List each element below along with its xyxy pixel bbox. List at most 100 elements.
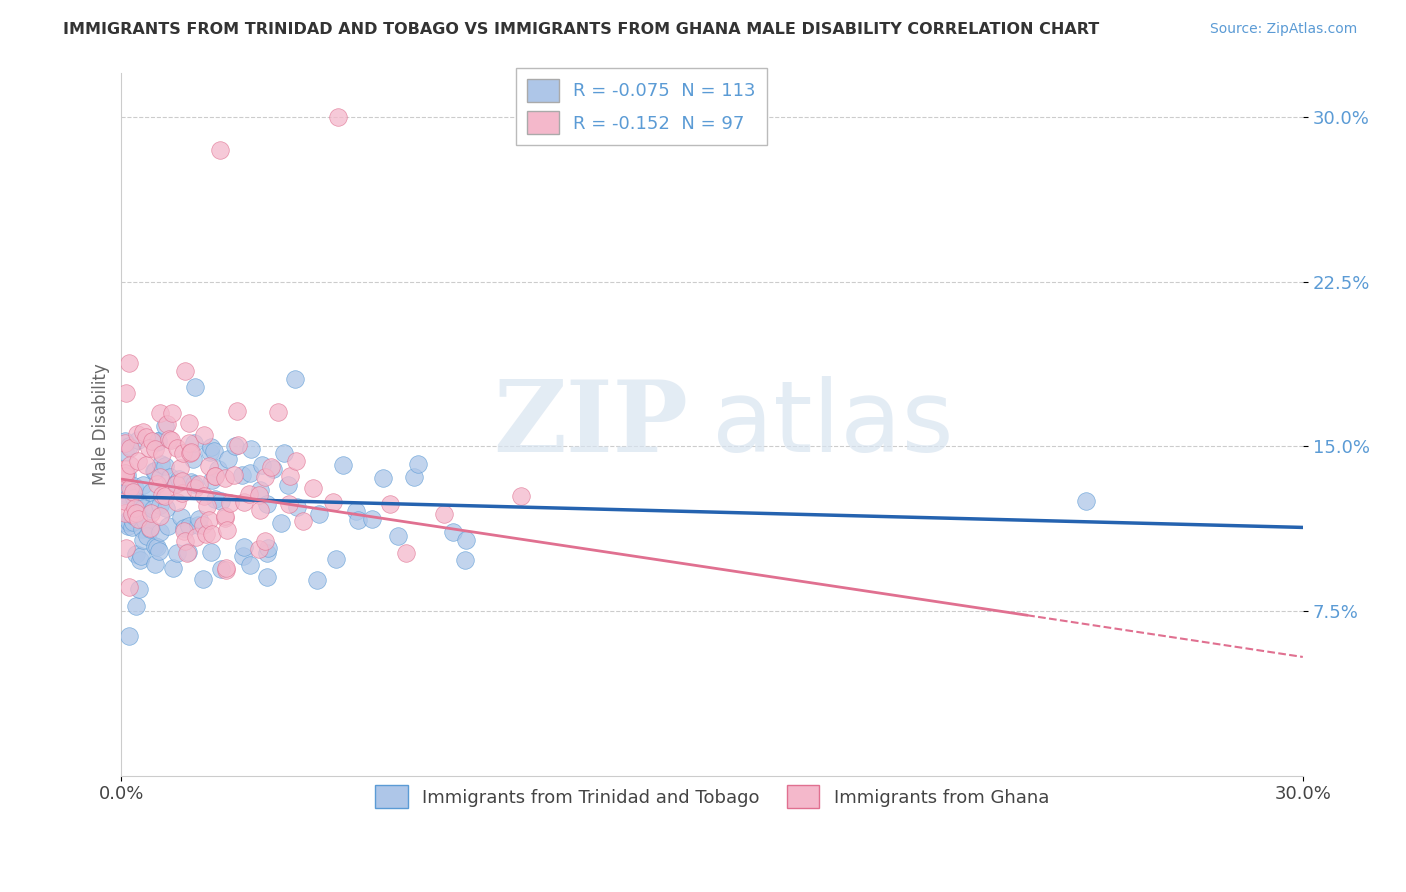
Point [122, 479, 145, 493]
Point [207, 462, 229, 476]
Point [131, 425, 153, 439]
Point [292, 515, 315, 529]
Point [149, 498, 172, 512]
Point [233, 494, 256, 508]
Point [395, 546, 418, 560]
Point [125, 506, 148, 520]
Point [181, 451, 204, 466]
Point [270, 516, 292, 530]
Point [114, 445, 136, 459]
Point [115, 492, 138, 507]
Point [226, 404, 249, 418]
Point [125, 427, 148, 442]
Point [114, 485, 136, 500]
Point [191, 572, 214, 586]
Point [149, 406, 172, 420]
Point [387, 529, 409, 543]
Point [172, 446, 194, 460]
Point [193, 490, 215, 504]
Point [132, 478, 155, 492]
Point [256, 570, 278, 584]
Point [361, 512, 384, 526]
Point [307, 573, 329, 587]
Point [204, 491, 226, 506]
Point [170, 509, 193, 524]
Point [114, 493, 136, 508]
Point [162, 561, 184, 575]
Point [157, 432, 180, 446]
Point [142, 501, 165, 516]
Point [139, 506, 162, 520]
Point [173, 524, 195, 538]
Point [121, 520, 143, 534]
Point [215, 524, 238, 538]
Point [120, 484, 142, 499]
Point [260, 460, 283, 475]
Point [224, 439, 246, 453]
Point [124, 500, 146, 515]
Point [256, 546, 278, 560]
Point [231, 467, 253, 482]
Point [165, 475, 187, 490]
Point [170, 474, 193, 488]
Point [179, 436, 201, 450]
Point [285, 454, 308, 468]
Point [267, 405, 290, 419]
Point [183, 481, 205, 495]
Point [195, 500, 218, 514]
Point [146, 434, 169, 449]
Point [201, 527, 224, 541]
Point [174, 534, 197, 549]
Point [146, 434, 169, 448]
Point [177, 519, 200, 533]
Point [201, 473, 224, 487]
Point [114, 385, 136, 400]
Point [454, 553, 477, 567]
Point [200, 440, 222, 454]
Point [159, 433, 181, 447]
Point [204, 469, 226, 483]
Point [332, 458, 354, 473]
Text: Source: ZipAtlas.com: Source: ZipAtlas.com [1209, 22, 1357, 37]
Point [143, 539, 166, 553]
Point [155, 501, 177, 516]
Point [117, 518, 139, 533]
Point [193, 427, 215, 442]
Point [204, 469, 226, 483]
Point [217, 452, 239, 467]
Point [278, 497, 301, 511]
Point [198, 445, 221, 459]
Point [136, 529, 159, 543]
Point [187, 518, 209, 533]
Point [143, 442, 166, 457]
Point [148, 434, 170, 449]
Point [198, 513, 221, 527]
Point [406, 457, 429, 471]
Point [183, 436, 205, 450]
Point [239, 558, 262, 573]
Point [240, 442, 263, 457]
Point [153, 419, 176, 434]
Point [325, 552, 347, 566]
Point [127, 512, 149, 526]
Point [166, 495, 188, 509]
Point [114, 436, 136, 450]
Point [115, 541, 138, 555]
Point [186, 530, 208, 544]
Point [118, 482, 141, 496]
Point [129, 549, 152, 563]
Point [404, 469, 426, 483]
Point [194, 526, 217, 541]
Point [125, 599, 148, 613]
Point [165, 477, 187, 491]
Point [284, 372, 307, 386]
Point [208, 143, 231, 157]
Point [170, 486, 193, 500]
Point [117, 356, 139, 370]
Point [456, 533, 478, 548]
Point [202, 444, 225, 458]
Point [177, 545, 200, 559]
Point [139, 484, 162, 499]
Point [114, 434, 136, 449]
Point [180, 445, 202, 459]
